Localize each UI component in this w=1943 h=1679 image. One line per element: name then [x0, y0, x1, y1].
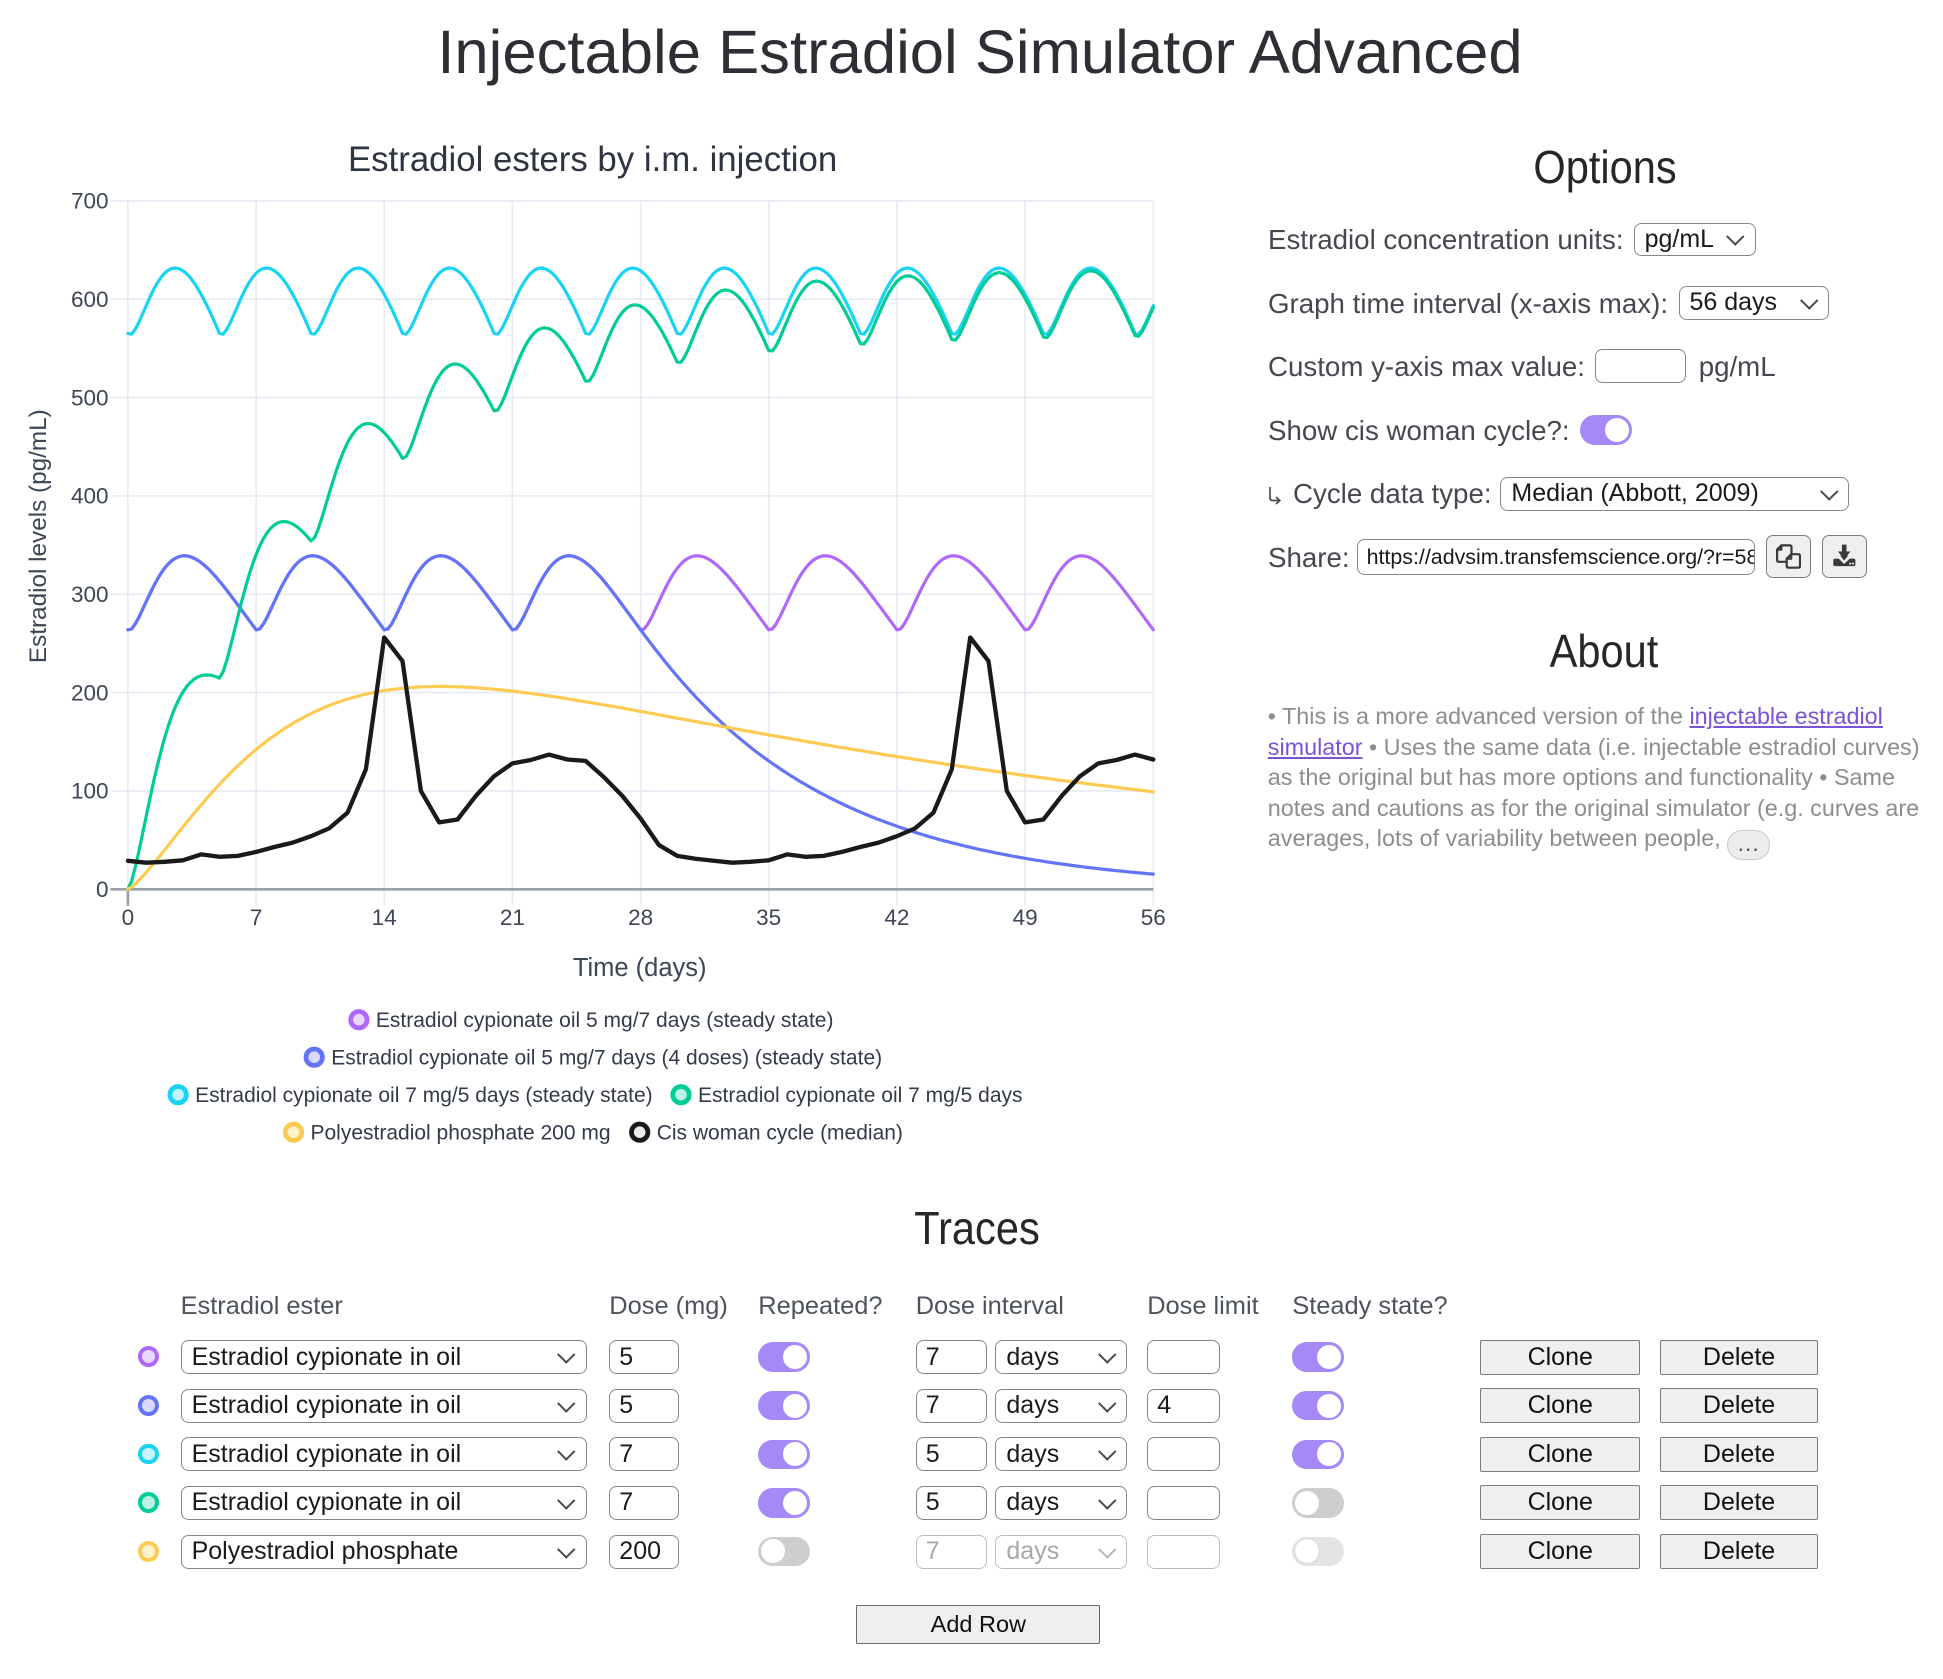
svg-text:56: 56 [1141, 905, 1166, 930]
svg-text:Estradiol levels (pg/mL): Estradiol levels (pg/mL) [25, 409, 52, 663]
svg-text:28: 28 [628, 905, 653, 930]
svg-text:21: 21 [500, 905, 525, 930]
svg-text:49: 49 [1013, 905, 1038, 930]
svg-text:200: 200 [71, 680, 109, 705]
svg-text:600: 600 [71, 287, 109, 312]
svg-text:35: 35 [756, 905, 781, 930]
svg-text:Estradiol cypionate oil 5 mg/7: Estradiol cypionate oil 5 mg/7 days (ste… [376, 1009, 834, 1032]
svg-text:Estradiol cypionate oil 7 mg/5: Estradiol cypionate oil 7 mg/5 days [698, 1084, 1023, 1107]
svg-text:Estradiol esters by i.m. injec: Estradiol esters by i.m. injection [348, 140, 837, 179]
svg-text:700: 700 [71, 189, 109, 214]
svg-text:42: 42 [884, 905, 909, 930]
svg-text:Cis woman cycle (median): Cis woman cycle (median) [657, 1122, 903, 1145]
svg-text:Polyestradiol phosphate 200 mg: Polyestradiol phosphate 200 mg [311, 1122, 611, 1145]
svg-text:100: 100 [71, 779, 109, 804]
svg-text:300: 300 [71, 582, 109, 607]
svg-text:Time (days): Time (days) [573, 954, 707, 982]
svg-text:14: 14 [372, 905, 397, 930]
svg-text:Estradiol cypionate oil 5 mg/7: Estradiol cypionate oil 5 mg/7 days (4 d… [331, 1047, 882, 1070]
svg-text:0: 0 [96, 877, 109, 902]
svg-text:0: 0 [122, 905, 135, 930]
svg-text:400: 400 [71, 484, 109, 509]
svg-text:Estradiol cypionate oil 7 mg/5: Estradiol cypionate oil 7 mg/5 days (ste… [195, 1084, 653, 1107]
svg-text:7: 7 [250, 905, 263, 930]
svg-text:500: 500 [71, 385, 109, 410]
